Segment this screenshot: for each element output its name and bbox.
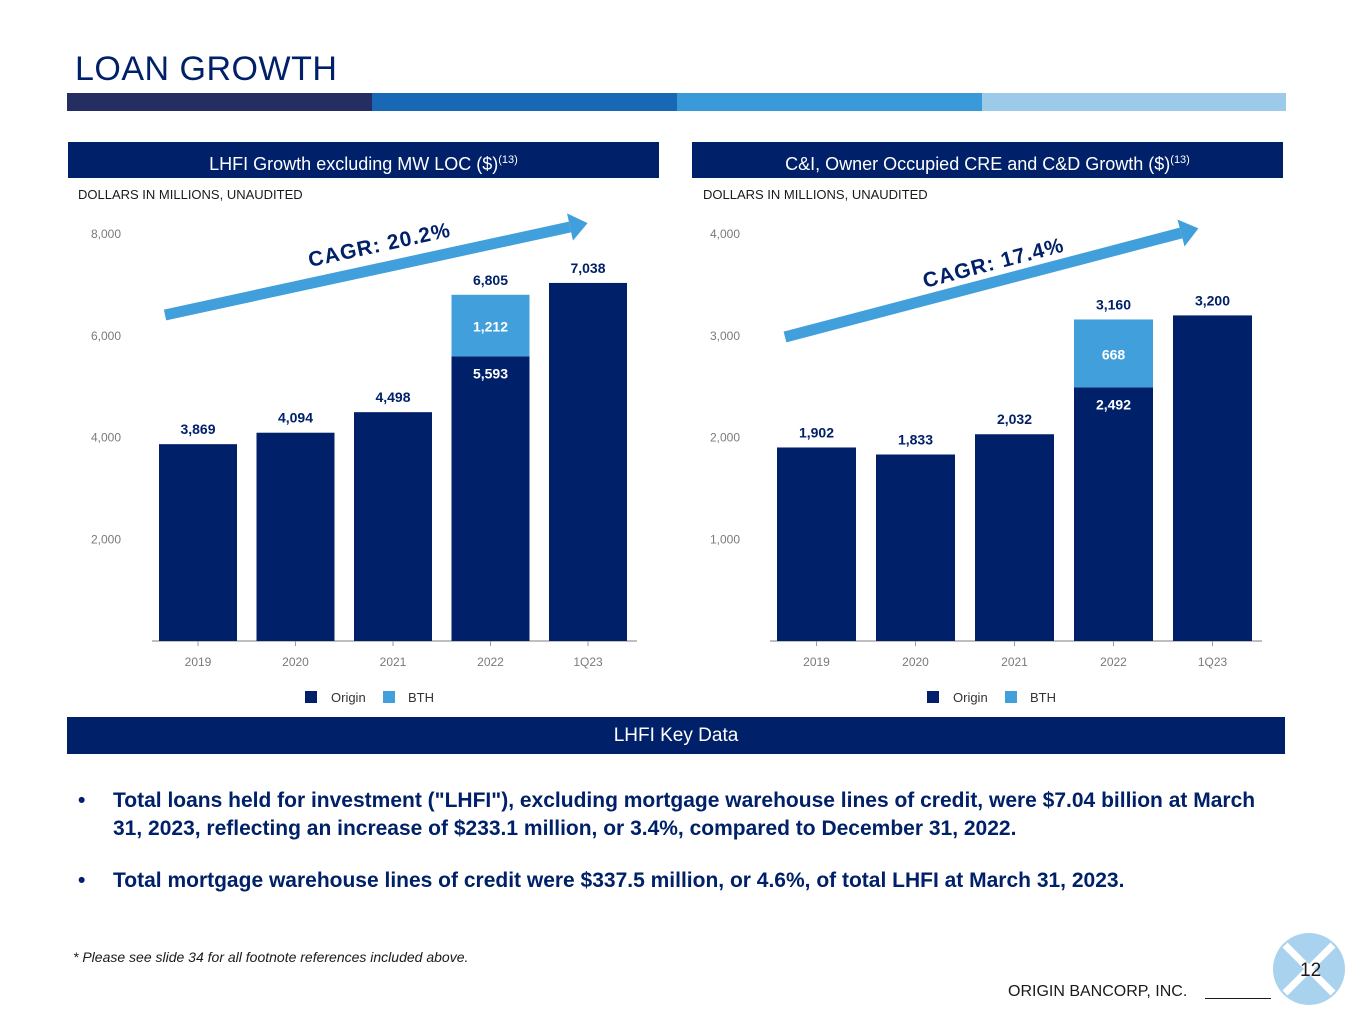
right-unit-note: DOLLARS IN MILLIONS, UNAUDITED: [703, 187, 928, 202]
page-number: 12: [1300, 960, 1322, 981]
legend-bth-swatch: [383, 691, 395, 703]
stripe-3: [677, 93, 982, 111]
x-tick-label: 2020: [902, 655, 929, 669]
bar-value-label: 5,593: [473, 365, 508, 381]
cagr-arrow-shaft: [163, 221, 572, 321]
stripe-1: [67, 93, 372, 111]
total-label: 3,869: [180, 421, 215, 437]
bullet-text-2: Total mortgage warehouse lines of credit…: [113, 869, 1125, 892]
x-tick-label: 1Q23: [1198, 655, 1228, 669]
bar-value-label: 2,492: [1096, 396, 1131, 412]
bar-origin: [256, 432, 335, 641]
bar-origin: [1074, 387, 1153, 641]
left-bar-chart: 2,000 4,000 6,000 8,000 3,869 2019 4,094 2020 4,…: [91, 213, 637, 705]
y-tick-label: 4,000: [91, 431, 121, 445]
legend-bth-swatch: [1005, 691, 1017, 703]
y-tick-label: 4,000: [710, 227, 740, 241]
bar-origin: [451, 356, 530, 641]
legend-bth-label: BTH: [408, 690, 434, 705]
legend-origin-label: Origin: [331, 690, 366, 705]
total-label: 4,498: [375, 389, 410, 405]
footnote: * Please see slide 34 for all footnote r…: [73, 949, 469, 965]
cagr-arrow-head-icon: [567, 213, 588, 241]
x-tick-label: 2020: [282, 655, 309, 669]
bar-bth: [1074, 319, 1153, 388]
total-label: 3,200: [1195, 292, 1230, 308]
y-tick-label: 2,000: [91, 532, 121, 546]
company-underline: [1205, 998, 1271, 999]
x-tick-label: 1Q23: [573, 655, 603, 669]
total-label: 3,160: [1096, 296, 1131, 312]
total-label: 4,094: [278, 410, 313, 426]
left-footnote-ref: (13): [498, 154, 518, 166]
left-unit-note: DOLLARS IN MILLIONS, UNAUDITED: [78, 187, 303, 202]
right-panel-header-text: C&I, Owner Occupied CRE and C&D Growth (…: [785, 154, 1171, 174]
x-tick-label: 2019: [803, 655, 830, 669]
total-label: 6,805: [473, 272, 508, 288]
y-tick-label: 1,000: [710, 532, 740, 546]
bullet-text-1: Total loans held for investment ("LHFI")…: [113, 789, 1256, 840]
bar-origin: [876, 454, 955, 641]
total-label: 2,032: [997, 411, 1032, 427]
bar-value-label: 1,212: [473, 319, 508, 335]
cagr-arrow-head-icon: [1177, 219, 1199, 247]
right-footnote-ref: (13): [1170, 154, 1190, 166]
bullet-marker: •: [78, 869, 86, 892]
y-tick-label: 3,000: [710, 329, 740, 343]
right-panel-header: C&I, Owner Occupied CRE and C&D Growth (…: [692, 142, 1283, 178]
origin-logo-icon: [1273, 933, 1345, 1005]
legend-origin-label: Origin: [953, 690, 988, 705]
y-tick-label: 8,000: [91, 227, 121, 241]
bar-origin: [159, 444, 237, 641]
legend-bth-label: BTH: [1030, 690, 1056, 705]
company-name: ORIGIN BANCORP, INC.: [1008, 983, 1188, 1000]
left-panel-header: LHFI Growth excluding MW LOC ($)(13): [68, 142, 659, 178]
right-bar-chart: 1,000 2,000 3,000 4,000 1,902 2019 1,833 2020 2,…: [710, 219, 1262, 705]
cagr-arrow-shaft: [783, 227, 1183, 343]
bar-origin: [1173, 315, 1252, 641]
bar-origin: [354, 412, 432, 641]
bar-origin: [549, 282, 627, 641]
y-tick-label: 6,000: [91, 329, 121, 343]
key-data-header: LHFI Key Data: [67, 717, 1285, 754]
x-tick-label: 2019: [185, 655, 212, 669]
bar-origin: [975, 434, 1054, 641]
x-tick-label: 2021: [1001, 655, 1028, 669]
x-tick-label: 2021: [380, 655, 407, 669]
stripe-4: [982, 93, 1286, 111]
left-panel-header-text: LHFI Growth excluding MW LOC ($): [209, 154, 499, 174]
x-tick-label: 2022: [477, 655, 504, 669]
bar-bth: [451, 294, 530, 357]
total-label: 1,833: [898, 431, 933, 447]
total-label: 1,902: [799, 424, 834, 440]
legend-origin-swatch: [305, 691, 317, 703]
y-tick-label: 2,000: [710, 431, 740, 445]
bullet-marker: •: [78, 789, 86, 812]
page-title: LOAN GROWTH: [75, 50, 338, 88]
bar-value-label: 668: [1102, 346, 1126, 362]
total-label: 7,038: [570, 260, 605, 276]
legend-origin-swatch: [927, 691, 939, 703]
stripe-2: [372, 93, 677, 111]
bar-origin: [777, 447, 856, 641]
x-tick-label: 2022: [1100, 655, 1127, 669]
